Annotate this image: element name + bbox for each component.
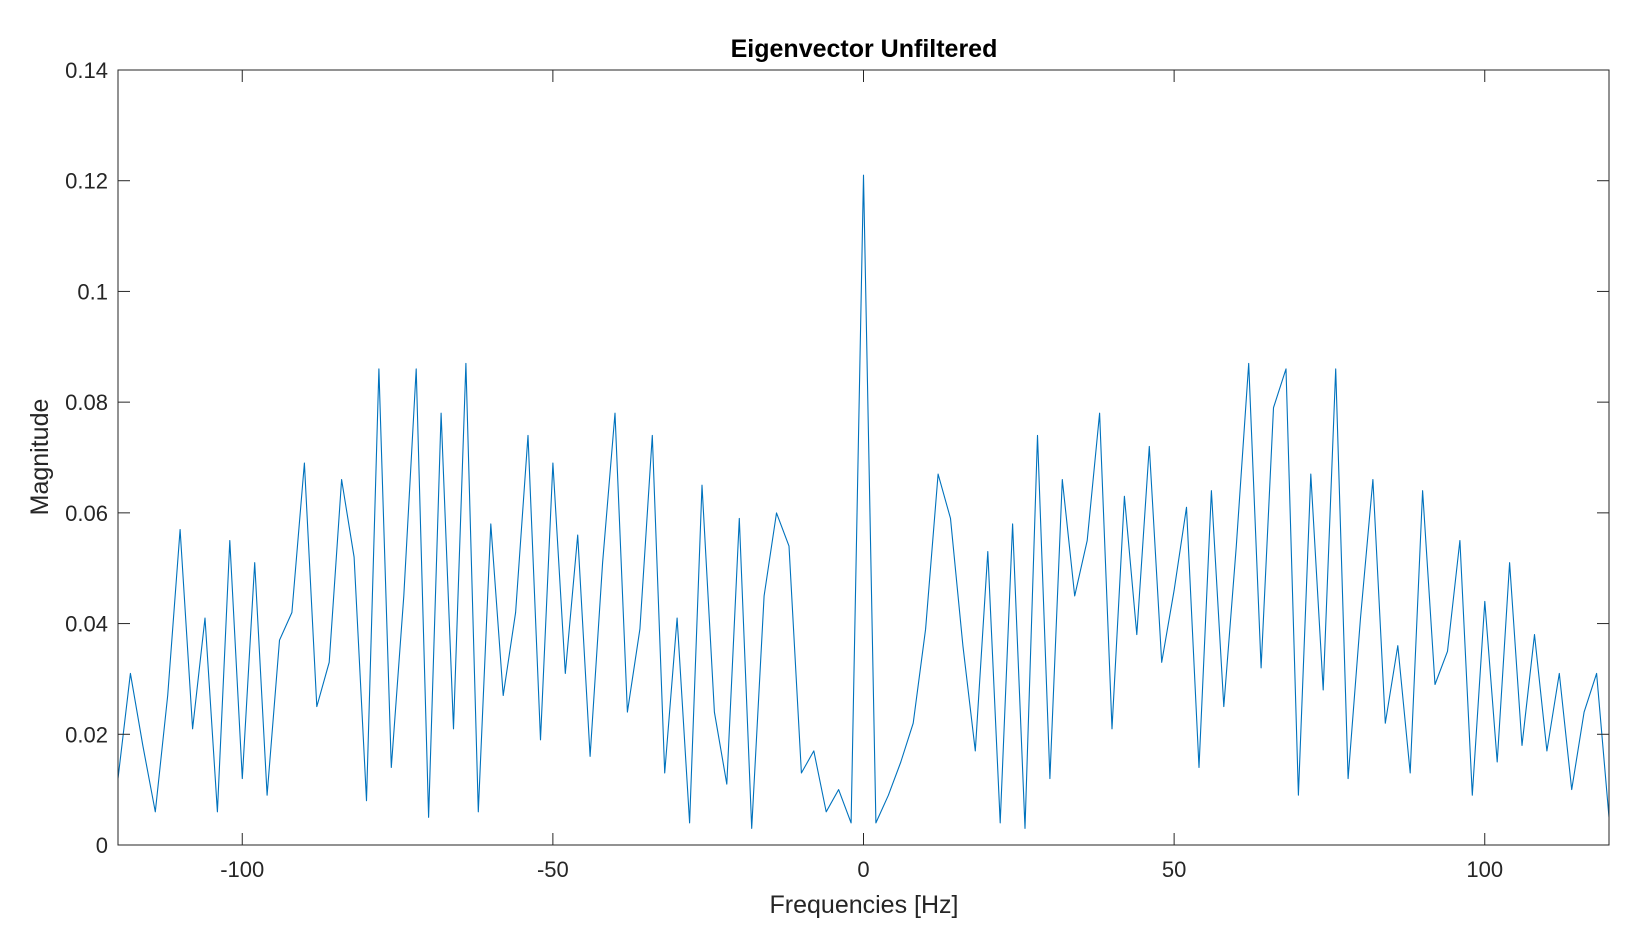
y-tick-label: 0 <box>96 833 108 858</box>
y-tick-label: 0.06 <box>65 501 108 526</box>
x-tick-label: 50 <box>1162 857 1186 882</box>
y-axis-label: Magnitude <box>26 399 54 516</box>
y-tick-label: 0.04 <box>65 612 108 637</box>
y-tick-label: 0.12 <box>65 169 108 194</box>
x-tick-label: 100 <box>1466 857 1503 882</box>
series-line <box>117 174 1610 829</box>
y-tick-label: 0.14 <box>65 58 108 83</box>
x-axis-label: Frequencies [Hz] <box>770 891 959 919</box>
y-tick-label: 0.08 <box>65 390 108 415</box>
y-tick-label: 0.02 <box>65 722 108 747</box>
x-tick-label: -50 <box>537 857 569 882</box>
chart-title: Eigenvector Unfiltered <box>731 35 998 63</box>
x-tick-label: 0 <box>857 857 869 882</box>
x-tick-label: -100 <box>220 857 264 882</box>
plot-area: -100 -50 0 50 100 0 0.02 0.04 0.06 0.08 0.1 0.12 0.1… <box>65 58 1610 882</box>
y-tick-label: 0.1 <box>77 279 108 304</box>
